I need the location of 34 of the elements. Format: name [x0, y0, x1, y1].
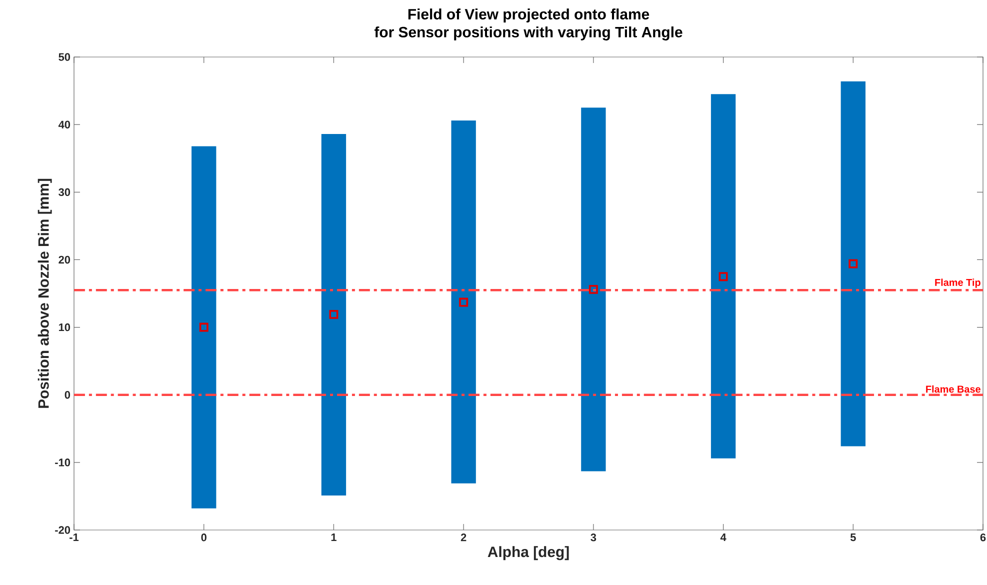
- y-tick-label: -20: [55, 526, 70, 534]
- bar: [840, 81, 866, 446]
- point: [329, 310, 338, 319]
- bar: [710, 94, 736, 458]
- point: [848, 259, 858, 268]
- y-tick-label: 20: [58, 256, 70, 264]
- x-tick-label: 0: [201, 534, 206, 542]
- chart-subtitle: for Sensor positions with varying Tilt Angle: [374, 26, 682, 40]
- bar: [581, 108, 606, 472]
- x-tick-label: 2: [460, 534, 466, 542]
- y-tick-label: -10: [55, 458, 70, 466]
- x-tick-label: 5: [850, 534, 856, 542]
- x-tick-label: -1: [70, 534, 79, 542]
- y-tick-label: 0: [64, 390, 70, 399]
- x-tick-label: 4: [720, 534, 726, 542]
- point: [459, 298, 468, 307]
- y-tick-label: 40: [58, 120, 70, 128]
- x-axis-title: Alpha [deg]: [488, 546, 569, 560]
- x-tick-label: 3: [590, 534, 596, 542]
- ref-line-label: Flame Base: [926, 385, 980, 393]
- y-tick-label: 50: [58, 53, 70, 61]
- point: [588, 284, 598, 294]
- y-axis-title: Position above Nozzle Rim [mm]: [38, 178, 52, 408]
- x-tick-label: 6: [980, 534, 986, 542]
- point: [718, 272, 728, 282]
- bar: [451, 120, 476, 484]
- point: [199, 322, 208, 332]
- x-tick-label: 1: [331, 534, 336, 542]
- ref-line-label: Flame Tip: [935, 278, 980, 288]
- y-tick-label: 30: [58, 188, 70, 196]
- y-tick-label: 10: [58, 323, 70, 332]
- bar: [321, 134, 346, 496]
- chart-title: Field of View projected onto flame: [408, 8, 650, 22]
- bar: [192, 146, 216, 508]
